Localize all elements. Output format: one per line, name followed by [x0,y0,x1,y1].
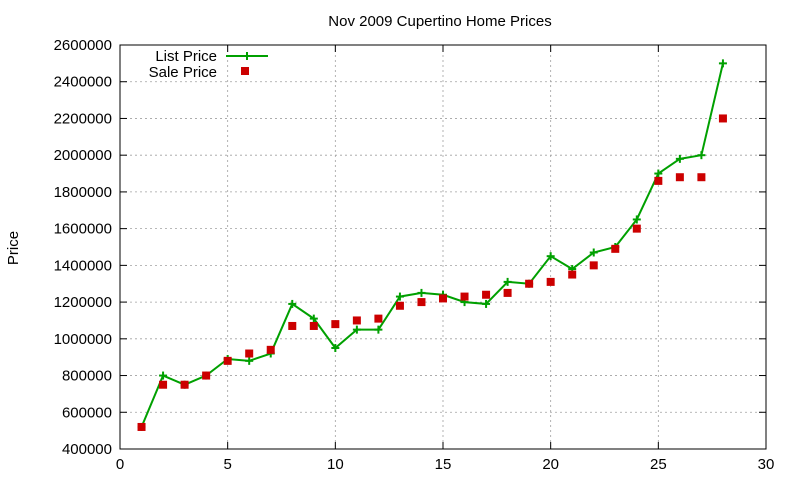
chart-title: Nov 2009 Cupertino Home Prices [328,13,551,30]
list-price-point [352,325,361,334]
sale-price-point [159,380,168,389]
sale-price-point [374,314,383,323]
list-price-point [718,59,727,68]
list-price-point [288,299,297,308]
list-price-point [546,252,555,261]
sale-price-point [202,371,211,380]
sale-price-point [331,320,340,329]
list-price-point [309,314,318,323]
list-price-point [632,215,641,224]
sale-price-point [309,321,318,330]
sale-price-point [482,290,491,299]
sale-price-point [697,173,706,182]
sale-price-point [718,114,727,123]
y-tick-label: 2600000 [54,37,112,54]
sale-price-point [223,356,232,365]
sale-price-point [266,345,275,354]
list-price-point [331,344,340,352]
y-tick-label: 2200000 [54,110,112,127]
y-tick-label: 400000 [62,441,112,458]
list-price-point [482,299,491,308]
x-tick-label: 10 [327,456,344,473]
sale-price-point [546,277,555,286]
legend: List Price Sale Price [149,48,268,81]
series-layer [137,59,727,431]
y-tick-label: 2400000 [54,74,112,91]
list-price-point [697,151,706,160]
list-price-point [589,248,598,257]
list-price-point [374,325,383,334]
sale-price-point [288,321,297,330]
list-price-point [503,277,512,286]
y-tick-label: 600000 [62,404,112,421]
series-line-list-price [140,63,724,428]
x-tick-label: 0 [116,456,124,473]
sale-price-point [525,279,534,288]
sale-price-point [503,288,512,297]
sale-price-point [568,270,577,279]
y-axis-label: Price [5,231,22,265]
sale-price-point [417,298,426,307]
x-tick-labels: 0 5 10 15 20 25 30 [116,456,775,473]
sale-price-point [352,316,361,325]
x-tick-label: 5 [223,456,231,473]
legend-marker-list-price [243,52,251,60]
sale-price-point [439,294,447,303]
y-tick-label: 1000000 [54,331,112,348]
sale-price-point [632,224,641,233]
list-price-point [245,356,254,365]
sale-price-point [245,349,254,358]
list-price-point [417,288,426,297]
x-tick-label: 20 [542,456,559,473]
sale-price-point [137,422,146,431]
list-price-point [654,169,663,178]
sale-price-point [675,173,684,182]
legend-label-sale-price: Sale Price [149,64,217,81]
x-tick-label: 30 [758,456,775,473]
x-tick-label: 25 [650,456,667,473]
y-tick-label: 2000000 [54,147,112,164]
list-price-point [395,292,404,301]
x-tick-label: 15 [435,456,452,473]
sale-price-point [611,244,620,253]
sale-price-point [180,380,189,389]
axis-ticks [119,44,767,450]
list-price-point [675,154,684,163]
y-tick-label: 1600000 [54,221,112,238]
list-price-point [159,371,168,380]
sale-price-point [460,292,469,301]
y-tick-label: 1400000 [54,257,112,274]
legend-marker-sale-price [241,67,249,75]
y-tick-label: 800000 [62,368,112,385]
y-tick-label: 1200000 [54,294,112,311]
sale-price-point [395,301,404,310]
legend-plus-symbol [243,52,251,60]
sale-price-point [654,176,663,185]
y-tick-label: 1800000 [54,184,112,201]
legend-label-list-price: List Price [155,48,217,65]
y-tick-labels: 400000 600000 800000 1000000 1200000 1400000 1… [54,37,112,458]
sale-price-point [589,261,598,270]
grid-lines [120,45,766,449]
